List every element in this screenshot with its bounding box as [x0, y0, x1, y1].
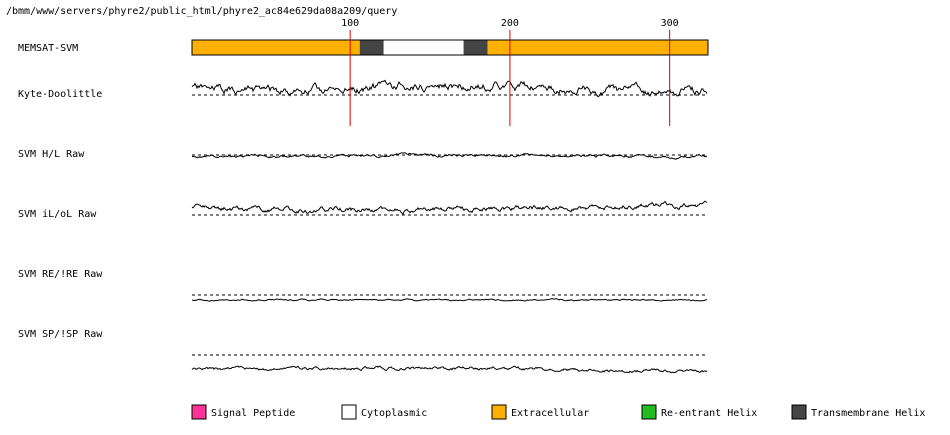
- memsat-segment-extracellular: [487, 40, 708, 55]
- memsat-label: MEMSAT-SVM: [18, 43, 78, 54]
- legend-label-0: Signal Peptide: [211, 408, 295, 419]
- tick-label-200: 200: [501, 18, 519, 29]
- memsat-bar-border: [191, 39, 709, 56]
- memsat-segment-cytoplasmic: [383, 40, 464, 55]
- track-profile-hl: [191, 152, 708, 160]
- track-profile-re: [191, 298, 707, 302]
- track-label-re: SVM RE/!RE Raw: [18, 269, 103, 280]
- track-profile-sp: [191, 365, 708, 374]
- query-path: /bmm/www/servers/phyre2/public_html/phyr…: [6, 6, 397, 17]
- legend-swatch-2: [491, 404, 507, 420]
- tick-label-300: 300: [661, 18, 679, 29]
- track-profile-ilol: [191, 200, 708, 216]
- track-profile-kd: [191, 79, 708, 98]
- legend-label-3: Re-entrant Helix: [661, 408, 757, 419]
- legend-swatch-4: [791, 404, 807, 420]
- legend-swatch-0: [191, 404, 207, 420]
- track-label-ilol: SVM iL/oL Raw: [18, 209, 97, 220]
- memsat-segment-extracellular: [192, 40, 360, 55]
- memsat-segment-transmembrane: [359, 40, 384, 55]
- legend-label-2: Extracellular: [511, 408, 589, 419]
- legend-swatch-1: [341, 404, 357, 420]
- legend-label-4: Transmembrane Helix: [811, 408, 925, 419]
- track-label-sp: SVM SP/!SP Raw: [18, 329, 103, 340]
- memsat-segment-transmembrane: [463, 40, 488, 55]
- tick-label-100: 100: [341, 18, 359, 29]
- legend-label-1: Cytoplasmic: [361, 408, 427, 419]
- track-label-kd: Kyte-Doolittle: [18, 89, 102, 100]
- track-label-hl: SVM H/L Raw: [18, 149, 85, 160]
- legend-swatch-3: [641, 404, 657, 420]
